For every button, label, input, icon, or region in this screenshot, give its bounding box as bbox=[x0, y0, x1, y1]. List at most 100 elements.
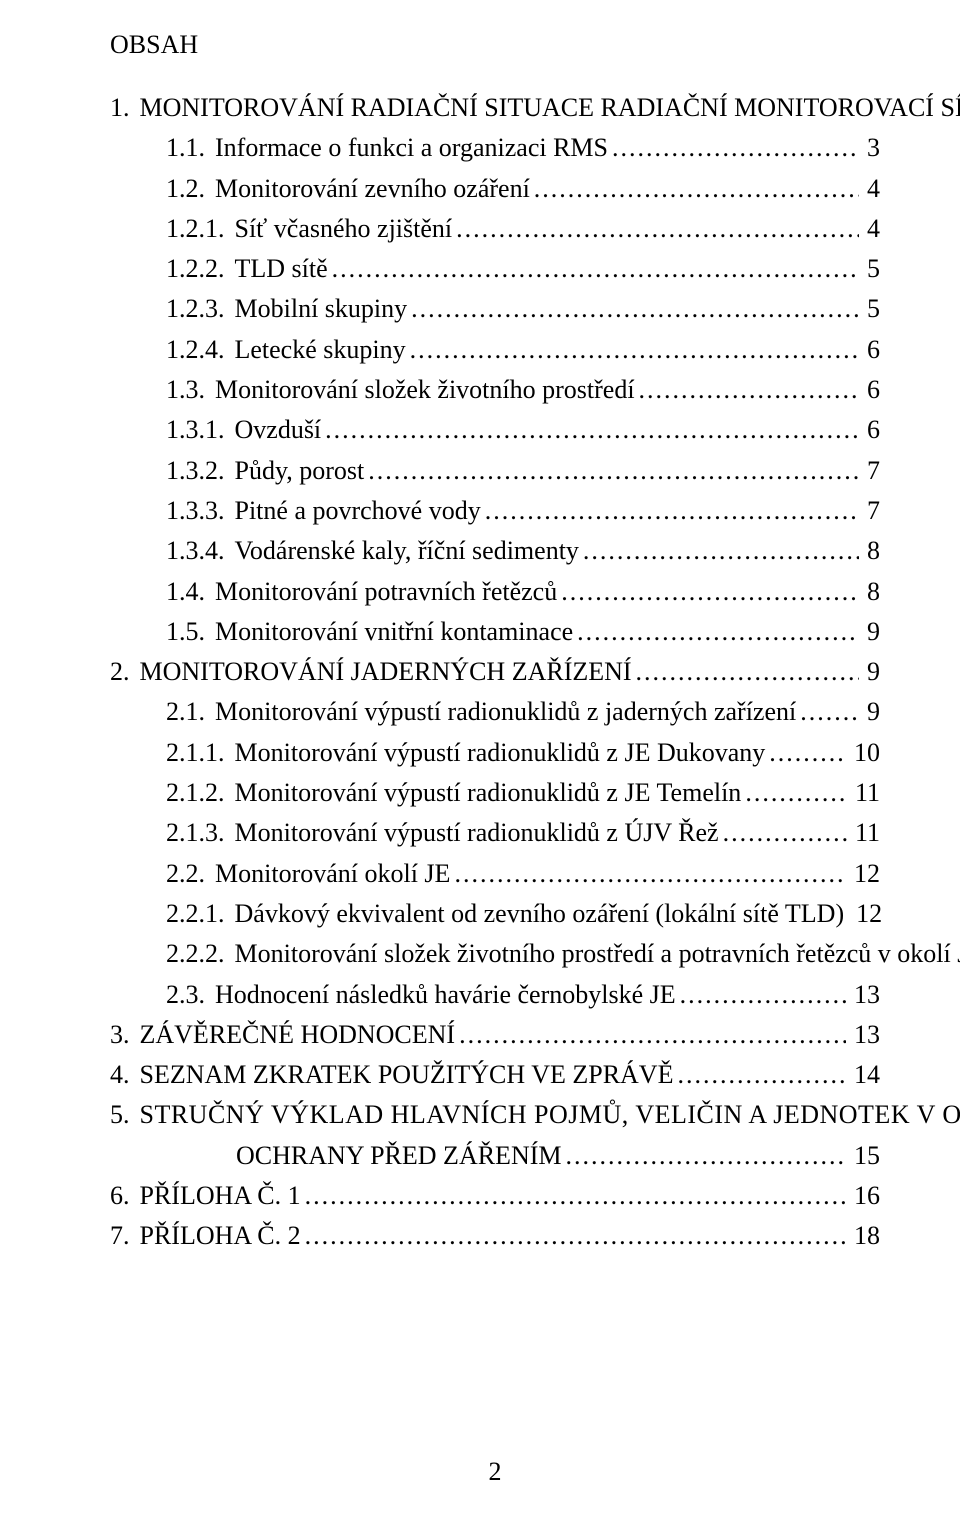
toc-entry-label: Monitorování vnitřní kontaminace bbox=[215, 612, 573, 652]
toc-dots bbox=[411, 289, 859, 329]
toc-dots bbox=[456, 209, 859, 249]
toc-dots bbox=[769, 733, 846, 773]
toc-entry-label: Monitorování zevního ozáření bbox=[215, 169, 530, 209]
toc-dots bbox=[561, 572, 859, 612]
toc-entry-page: 8 bbox=[863, 531, 880, 571]
toc-entry-number: 1.5. bbox=[166, 612, 215, 652]
toc-entry-label: Pitné a povrchové vody bbox=[235, 491, 481, 531]
toc-entry-label: Dávkový ekvivalent od zevního ozáření (l… bbox=[235, 894, 845, 934]
toc-entry-number: 1.2.1. bbox=[166, 209, 235, 249]
toc-entry: 2.1.2.Monitorování výpustí radionuklidů … bbox=[110, 773, 880, 813]
toc-dots bbox=[583, 531, 859, 571]
toc-entry-number: 2.1. bbox=[166, 692, 215, 732]
toc-entry: 1.2.Monitorování zevního ozáření4 bbox=[110, 169, 880, 209]
toc-dots bbox=[325, 410, 859, 450]
toc-dots bbox=[723, 813, 847, 853]
toc-entry-label: PŘÍLOHA Č. 1 bbox=[140, 1176, 301, 1216]
toc-entry: 2.2.1.Dávkový ekvivalent od zevního ozář… bbox=[110, 894, 880, 934]
toc-entry-page: 6 bbox=[863, 410, 880, 450]
toc-entry-number: 1.3.1. bbox=[166, 410, 235, 450]
toc-entry-number: 2.1.3. bbox=[166, 813, 235, 853]
toc-entry-page: 13 bbox=[850, 1015, 880, 1055]
toc-entry: 2.1.1.Monitorování výpustí radionuklidů … bbox=[110, 733, 880, 773]
toc-entry-number: 2.1.1. bbox=[166, 733, 235, 773]
toc-entry: 1.2.4.Letecké skupiny 6 bbox=[110, 330, 880, 370]
toc-dots bbox=[745, 773, 847, 813]
toc-entry-page: 9 bbox=[863, 652, 880, 692]
toc-entry-number: 2. bbox=[110, 652, 140, 692]
toc-entry: 1.3.Monitorování složek životního prostř… bbox=[110, 370, 880, 410]
toc-entry: 4.SEZNAM ZKRATEK POUŽITÝCH VE ZPRÁVĚ14 bbox=[110, 1055, 880, 1095]
toc-entry-label: OCHRANY PŘED ZÁŘENÍM bbox=[236, 1136, 562, 1176]
toc-entry-page: 5 bbox=[863, 249, 880, 289]
toc-entry: 1.3.4.Vodárenské kaly, říční sedimenty 8 bbox=[110, 531, 880, 571]
toc-entry-number: 1.2.2. bbox=[166, 249, 235, 289]
toc-entry-label: Mobilní skupiny bbox=[235, 289, 408, 329]
toc-entry-number: 4. bbox=[110, 1055, 140, 1095]
toc-entry: 3.ZÁVĚREČNÉ HODNOCENÍ 13 bbox=[110, 1015, 880, 1055]
toc-entry-label: Monitorování výpustí radionuklidů z ÚJV … bbox=[235, 813, 719, 853]
toc-entry-label: Monitorování výpustí radionuklidů z JE D… bbox=[235, 733, 766, 773]
toc-entry-label: STRUČNÝ VÝKLAD HLAVNÍCH POJMŮ, VELIČIN A… bbox=[140, 1095, 960, 1135]
toc-entry-page: 10 bbox=[850, 733, 880, 773]
toc-entry-page: 15 bbox=[850, 1136, 880, 1176]
toc-dots bbox=[459, 1015, 846, 1055]
toc-entry-number: 1.2.3. bbox=[166, 289, 235, 329]
toc-entry: 2.MONITOROVÁNÍ JADERNÝCH ZAŘÍZENÍ 9 bbox=[110, 652, 880, 692]
toc-entry: 7.PŘÍLOHA Č. 218 bbox=[110, 1216, 880, 1256]
toc-entry-number: 3. bbox=[110, 1015, 140, 1055]
toc-dots bbox=[534, 169, 859, 209]
toc-entry-label: Síť včasného zjištění bbox=[235, 209, 453, 249]
toc-entry-page: 16 bbox=[850, 1176, 880, 1216]
toc-entry-page: 7 bbox=[863, 451, 880, 491]
toc-entry-label: Monitorování výpustí radionuklidů z jade… bbox=[215, 692, 796, 732]
toc-entry-page: 6 bbox=[863, 370, 880, 410]
toc-heading: OBSAH bbox=[110, 30, 880, 60]
toc-entry-number: 6. bbox=[110, 1176, 140, 1216]
toc-dots bbox=[368, 451, 859, 491]
toc-entry-label: Vodárenské kaly, říční sedimenty bbox=[235, 531, 579, 571]
toc-dots bbox=[566, 1136, 847, 1176]
toc-entry-page: 5 bbox=[863, 289, 880, 329]
toc-entry-number: 1.2.4. bbox=[166, 330, 235, 370]
toc-dots bbox=[612, 128, 859, 168]
toc-entry: 1.5.Monitorování vnitřní kontaminace 9 bbox=[110, 612, 880, 652]
toc-entry: 2.1.3.Monitorování výpustí radionuklidů … bbox=[110, 813, 880, 853]
toc-entry: 1.MONITOROVÁNÍ RADIAČNÍ SITUACE RADIAČNÍ… bbox=[110, 88, 880, 128]
toc-entry-label: Monitorování okolí JE bbox=[215, 854, 450, 894]
toc-entry: 1.3.2.Půdy, porost7 bbox=[110, 451, 880, 491]
toc-entry: 1.2.1.Síť včasného zjištění4 bbox=[110, 209, 880, 249]
toc-entry-label: Letecké skupiny bbox=[235, 330, 406, 370]
toc-dots bbox=[305, 1216, 846, 1256]
toc-entry-page: 9 bbox=[863, 692, 880, 732]
toc-entry-number: 1. bbox=[110, 88, 140, 128]
toc-entry-number: 1.3.4. bbox=[166, 531, 235, 571]
toc-dots bbox=[639, 370, 859, 410]
toc-entry: 1.3.1.Ovzduší 6 bbox=[110, 410, 880, 450]
page-container: OBSAH 1.MONITOROVÁNÍ RADIAČNÍ SITUACE RA… bbox=[0, 0, 960, 1527]
toc-entry-number: 2.2.1. bbox=[166, 894, 235, 934]
toc-entry-number: 1.3. bbox=[166, 370, 215, 410]
toc-entry-number: 5. bbox=[110, 1095, 140, 1135]
toc-entry-label: Monitorování potravních řetězců bbox=[215, 572, 557, 612]
toc-entry-label: MONITOROVÁNÍ JADERNÝCH ZAŘÍZENÍ bbox=[140, 652, 632, 692]
toc-entry-number: 1.2. bbox=[166, 169, 215, 209]
toc-entry-label: Půdy, porost bbox=[235, 451, 365, 491]
toc-dots bbox=[800, 692, 859, 732]
toc-entry-label: Ovzduší bbox=[235, 410, 322, 450]
page-number: 2 bbox=[110, 1457, 880, 1487]
toc-entry-page: 14 bbox=[850, 1055, 880, 1095]
toc-entry-page: 9 bbox=[863, 612, 880, 652]
toc-entry: 5.STRUČNÝ VÝKLAD HLAVNÍCH POJMŮ, VELIČIN… bbox=[110, 1095, 880, 1135]
toc-entry-page: 6 bbox=[863, 330, 880, 370]
table-of-contents: 1.MONITOROVÁNÍ RADIAČNÍ SITUACE RADIAČNÍ… bbox=[110, 88, 880, 1257]
toc-dots bbox=[485, 491, 859, 531]
toc-entry-label: ZÁVĚREČNÉ HODNOCENÍ bbox=[140, 1015, 456, 1055]
toc-entry-label: PŘÍLOHA Č. 2 bbox=[140, 1216, 301, 1256]
toc-dots bbox=[410, 330, 859, 370]
toc-entry-page: 13 bbox=[850, 975, 880, 1015]
toc-entry-number: 2.1.2. bbox=[166, 773, 235, 813]
toc-dots bbox=[454, 854, 846, 894]
toc-entry-label: MONITOROVÁNÍ RADIAČNÍ SITUACE RADIAČNÍ M… bbox=[140, 88, 960, 128]
toc-entry: 2.2.2.Monitorování složek životního pros… bbox=[110, 934, 880, 974]
